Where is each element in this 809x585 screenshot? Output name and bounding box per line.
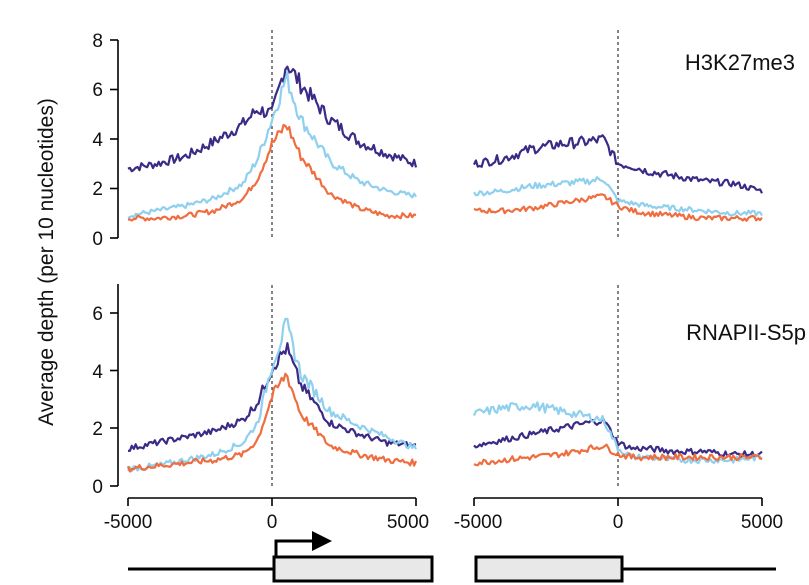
bottom-y-tick-labels: 6 4 2 0 [92, 304, 103, 498]
y-axis-title: Average depth (per 10 nucleotides) [35, 98, 58, 426]
x-tick-label: 0 [267, 512, 278, 533]
series-line-rnapii-s5p-right-0 [473, 415, 763, 459]
series-line-h3k27me3-right-2 [473, 193, 763, 222]
series-line-rnapii-s5p-right-2 [473, 443, 763, 467]
x-tick-label: -5000 [454, 512, 503, 533]
series-line-h3k27me3-right-0 [473, 134, 763, 194]
series-line-rnapii-s5p-right-1 [472, 401, 763, 465]
panel-label-rnapii-s5p: RNAPII-S5p [686, 320, 806, 345]
tss-arrow-icon [274, 539, 316, 557]
x-tick-label: 5000 [741, 512, 783, 533]
series-line-rnapii-s5p-left-2 [126, 372, 418, 473]
y-tick-label: 0 [92, 477, 103, 498]
series-layer [126, 65, 763, 473]
x-tick-label: 5000 [387, 512, 429, 533]
x-tick-label: 0 [613, 512, 624, 533]
y-tick-label: 4 [92, 362, 103, 383]
tss-arrowhead-icon [312, 531, 332, 551]
y-tick-label: 6 [92, 80, 103, 101]
top-y-tick-labels: 8 6 4 2 0 [92, 31, 103, 250]
y-tick-label: 0 [92, 229, 103, 250]
gene-box-right [474, 555, 624, 583]
series-line-h3k27me3-right-1 [473, 176, 763, 217]
y-tick-label: 2 [92, 419, 103, 440]
series-line-h3k27me3-left-2 [128, 123, 417, 222]
x-axis-right [473, 497, 763, 506]
panel-label-h3k27me3: H3K27me3 [685, 50, 795, 75]
series-line-h3k27me3-left-0 [127, 65, 418, 173]
x-axis-left [127, 497, 417, 506]
x-tick-label: -5000 [104, 512, 153, 533]
y-tick-label: 8 [92, 31, 103, 52]
y-tick-label: 2 [92, 179, 103, 200]
y-tick-label: 6 [92, 304, 103, 325]
y-tick-label: 4 [92, 130, 103, 151]
gene-box-left [272, 555, 434, 583]
gene-diagram [128, 531, 776, 583]
x-tick-labels: -5000 0 5000 -5000 0 5000 [104, 512, 783, 533]
top-y-axis [110, 39, 119, 239]
series-line-h3k27me3-left-1 [127, 71, 417, 219]
bottom-y-axis [110, 284, 119, 487]
